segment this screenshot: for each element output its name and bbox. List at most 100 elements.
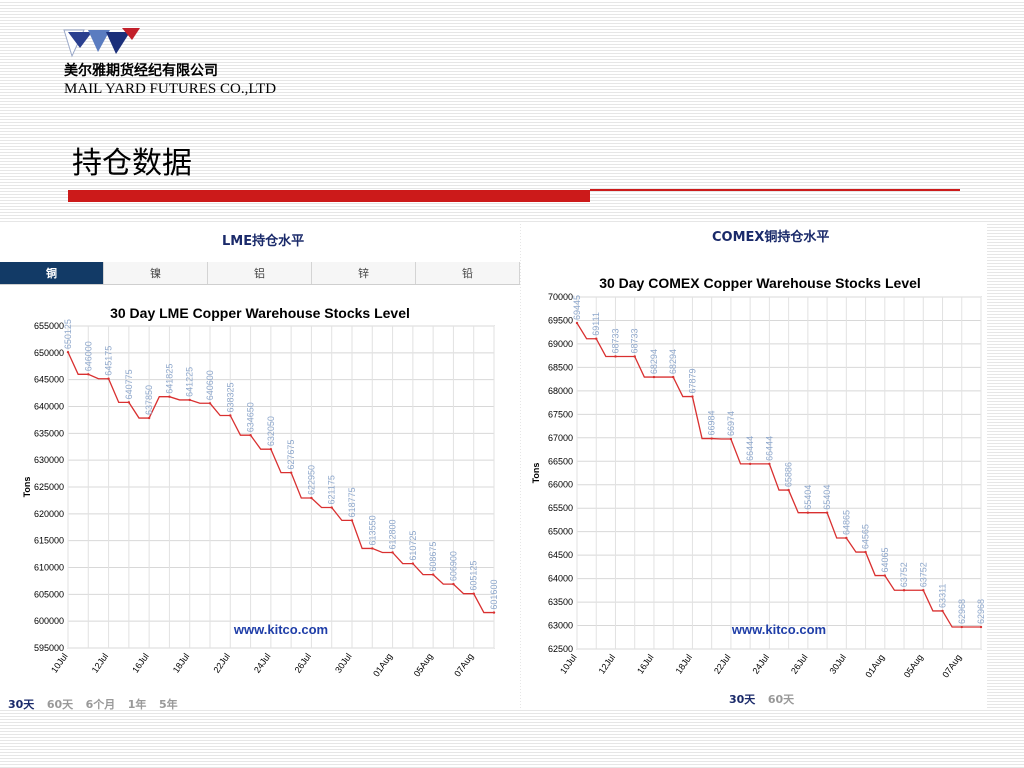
y-tick-label: 625000	[34, 482, 64, 492]
chart-title: 30 Day LME Copper Warehouse Stocks Level	[110, 305, 410, 321]
x-tick-label: 16Jul	[635, 652, 656, 675]
data-label: 69445	[572, 295, 582, 320]
data-label: 601600	[489, 580, 499, 610]
company-name-en: MAIL YARD FUTURES CO.,LTD	[64, 81, 277, 97]
data-point	[66, 350, 70, 354]
data-label: 606900	[448, 551, 458, 581]
data-label: 650125	[63, 319, 73, 349]
data-point	[188, 398, 191, 402]
data-point	[652, 375, 656, 379]
data-label: 618775	[347, 487, 357, 517]
data-label: 68733	[610, 328, 620, 353]
data-label: 641825	[164, 364, 174, 394]
data-point	[633, 355, 636, 358]
data-label: 65404	[822, 485, 832, 510]
data-label: 641225	[185, 367, 195, 397]
tab-zinc[interactable]: 锌	[312, 262, 416, 284]
y-tick-label: 615000	[34, 536, 64, 546]
y-tick-label: 605000	[34, 589, 64, 599]
tab-copper[interactable]: 铜	[0, 262, 104, 284]
data-label: 68294	[668, 349, 678, 374]
lme-period-selector: 30天 60天 6个月 1年 5年	[8, 696, 187, 712]
data-point	[492, 611, 496, 614]
y-tick-label: 620000	[34, 509, 64, 519]
data-point	[960, 625, 963, 629]
data-point	[922, 589, 925, 592]
y-tick-label: 63000	[548, 621, 573, 631]
company-name-cn: 美尔雅期货经纪有限公司	[64, 63, 218, 79]
y-tick-label: 645000	[34, 375, 64, 385]
comex-period-30d[interactable]: 30天	[729, 693, 756, 706]
tab-lead[interactable]: 铅	[416, 262, 520, 284]
data-label: 66974	[726, 411, 736, 436]
tab-aluminium[interactable]: 铝	[208, 262, 312, 284]
data-point	[127, 401, 131, 404]
data-label: 612800	[388, 519, 398, 549]
data-point	[825, 511, 829, 514]
x-tick-label: 07Aug	[452, 651, 475, 678]
slide-title: 持仓数据	[72, 146, 192, 181]
comex-period-60d[interactable]: 60天	[767, 693, 795, 706]
data-label: 67879	[687, 369, 697, 394]
y-tick-label: 640000	[34, 402, 64, 412]
data-label: 64565	[861, 524, 871, 549]
x-tick-label: 22Jul	[211, 651, 232, 674]
y-axis-label: Tons	[531, 463, 541, 484]
data-label: 621175	[327, 475, 337, 504]
data-label: 634650	[246, 402, 256, 432]
series-line	[576, 322, 981, 628]
lme-period-5y[interactable]: 5年	[158, 698, 178, 711]
x-tick-label: 16Jul	[130, 651, 151, 674]
data-label: 63311	[938, 584, 948, 608]
x-tick-label: 24Jul	[252, 651, 273, 674]
data-point	[431, 573, 435, 576]
x-tick-label: 22Jul	[712, 652, 733, 675]
lme-period-6m[interactable]: 6个月	[85, 698, 116, 711]
y-tick-label: 62500	[548, 644, 573, 654]
data-point	[249, 434, 252, 437]
lme-period-30d[interactable]: 30天	[8, 698, 35, 711]
data-point	[208, 402, 212, 405]
data-label: 68294	[649, 349, 659, 374]
lme-period-1y[interactable]: 1年	[127, 698, 147, 711]
series-line	[67, 351, 494, 614]
data-label: 62968	[957, 599, 967, 624]
x-tick-label: 10Jul	[49, 651, 70, 674]
data-label: 640600	[205, 370, 215, 400]
x-tick-label: 01Aug	[371, 651, 394, 678]
comex-period-selector: 30天 60天	[729, 691, 803, 707]
chart-title: 30 Day COMEX Copper Warehouse Stocks Lev…	[599, 275, 921, 291]
lme-period-60d[interactable]: 60天	[46, 698, 74, 711]
data-point	[147, 416, 151, 420]
data-point	[748, 462, 752, 466]
data-label: 608675	[428, 542, 438, 572]
x-tick-label: 26Jul	[789, 652, 810, 675]
y-tick-label: 67500	[548, 409, 573, 419]
y-tick-label: 635000	[34, 428, 64, 438]
data-point	[979, 625, 983, 629]
y-tick-label: 69500	[548, 315, 573, 325]
title-underline-line	[590, 189, 960, 191]
data-label: 640775	[124, 369, 134, 399]
x-tick-label: 10Jul	[558, 652, 579, 675]
y-tick-label: 64000	[548, 574, 573, 584]
x-tick-label: 26Jul	[293, 651, 314, 674]
data-label: 605125	[469, 561, 479, 591]
data-label: 62968	[976, 599, 986, 624]
data-point	[941, 609, 944, 613]
x-tick-label: 18Jul	[674, 652, 695, 675]
data-label: 638325	[225, 382, 235, 412]
data-point	[806, 511, 810, 514]
comex-panel-heading: COMEX铜持仓水平	[712, 230, 830, 245]
data-label: 627675	[286, 440, 296, 470]
data-point	[671, 375, 675, 379]
data-point	[710, 437, 713, 440]
data-label: 66444	[745, 436, 755, 461]
tab-nickel[interactable]: 镍	[104, 262, 208, 284]
data-label: 63752	[918, 562, 928, 587]
data-label: 65404	[803, 485, 813, 510]
y-tick-label: 65000	[548, 527, 573, 537]
y-tick-label: 65500	[548, 503, 573, 513]
data-label: 63752	[899, 562, 909, 587]
data-point	[310, 496, 313, 500]
